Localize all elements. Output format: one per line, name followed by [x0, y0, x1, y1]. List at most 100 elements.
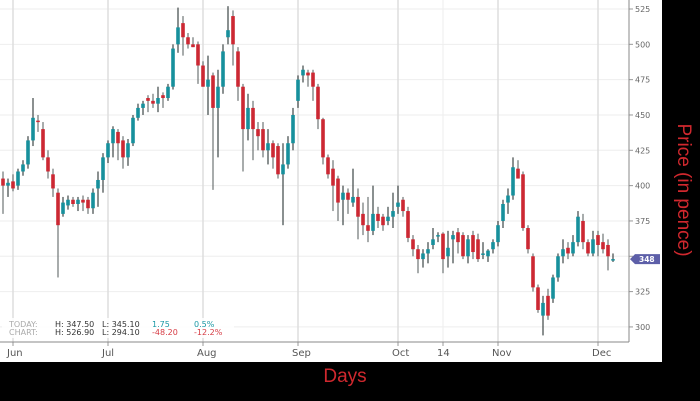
candle-body	[511, 167, 515, 196]
candle	[156, 86, 160, 113]
candle-body	[206, 79, 210, 87]
candle-body	[436, 235, 440, 237]
candle	[246, 93, 250, 141]
candle	[211, 72, 215, 190]
candle	[461, 232, 465, 260]
candle	[586, 239, 590, 257]
candle-body	[31, 117, 35, 141]
candle-body	[521, 174, 525, 229]
candle-body	[146, 98, 150, 101]
candle	[76, 196, 80, 212]
candle-body	[351, 196, 355, 203]
candle	[16, 168, 20, 190]
candle	[221, 44, 225, 94]
candle-body	[196, 44, 200, 66]
candle-body	[311, 72, 315, 87]
candle	[406, 206, 410, 243]
candle-body	[216, 86, 220, 108]
x-tick-label: Nov	[492, 348, 512, 359]
candle	[446, 230, 450, 268]
candle	[21, 160, 25, 176]
candle	[571, 235, 575, 257]
candle	[261, 122, 265, 158]
candle-body	[456, 232, 460, 243]
candle-body	[36, 120, 40, 123]
candle	[301, 65, 305, 83]
candle-body	[416, 249, 420, 260]
candle-body	[61, 202, 65, 214]
candle-body	[221, 51, 225, 87]
candle	[201, 61, 205, 87]
candle-body	[326, 157, 330, 175]
candle-body	[461, 235, 465, 257]
candle	[91, 188, 95, 214]
chart-change: -48.20	[152, 328, 178, 337]
candle	[371, 185, 375, 236]
candle-body	[41, 129, 45, 158]
last-price-badge	[630, 254, 660, 265]
candle-body	[261, 129, 265, 151]
candle-body	[426, 249, 430, 254]
candle-body	[596, 235, 600, 245]
candle-body	[106, 143, 110, 158]
candle-body	[26, 140, 30, 165]
candle-body	[566, 247, 570, 254]
candle	[106, 140, 110, 164]
candle-body	[336, 178, 340, 203]
candle	[56, 188, 60, 278]
candle	[436, 232, 440, 243]
candle	[536, 284, 540, 313]
axes: 300 325 375 400 425 450 475 500 525 Jun Jul Aug Sep O…	[0, 0, 660, 359]
candle-body	[201, 65, 205, 87]
candle	[296, 75, 300, 108]
candle	[506, 188, 510, 214]
candle	[581, 213, 585, 250]
candle	[456, 228, 460, 254]
candle-body	[156, 98, 160, 104]
candle-body	[611, 259, 615, 261]
candle-body	[166, 86, 170, 99]
candle	[291, 107, 295, 151]
candle-body	[371, 213, 375, 231]
candle	[101, 153, 105, 193]
y-tick-label: 425	[635, 146, 650, 155]
candle-body	[516, 168, 520, 179]
gridlines	[0, 0, 629, 342]
candle-body	[526, 228, 530, 250]
today-change-pct: 0.5%	[194, 320, 215, 329]
candle-body	[391, 211, 395, 217]
candle	[351, 168, 355, 207]
candle-body	[101, 157, 105, 180]
candle	[391, 192, 395, 229]
candle-body	[536, 287, 540, 310]
candle	[316, 83, 320, 130]
candle	[591, 230, 595, 257]
candle-body	[171, 48, 175, 87]
candle-body	[381, 216, 385, 226]
candle	[426, 242, 430, 264]
candle-body	[236, 51, 240, 87]
candle-body	[411, 239, 415, 250]
candle	[516, 160, 520, 179]
candle-body	[6, 182, 10, 186]
candle	[611, 253, 615, 262]
candle	[481, 242, 485, 260]
candle	[136, 103, 140, 121]
candle-body	[581, 220, 585, 243]
candle-body	[226, 30, 230, 38]
candle-body	[361, 213, 365, 226]
y-tick-label: 450	[635, 111, 650, 120]
candle-body	[601, 242, 605, 250]
candle	[241, 83, 245, 172]
candle-body	[191, 44, 195, 48]
candle-body	[366, 225, 370, 231]
candle	[421, 249, 425, 268]
candle	[561, 239, 565, 264]
candle-body	[96, 179, 100, 189]
y-tick-label: 375	[635, 217, 650, 226]
candle-body	[11, 181, 15, 189]
candle-body	[21, 164, 25, 172]
candle-body	[81, 199, 85, 203]
candle	[306, 69, 310, 87]
candle	[36, 114, 40, 132]
